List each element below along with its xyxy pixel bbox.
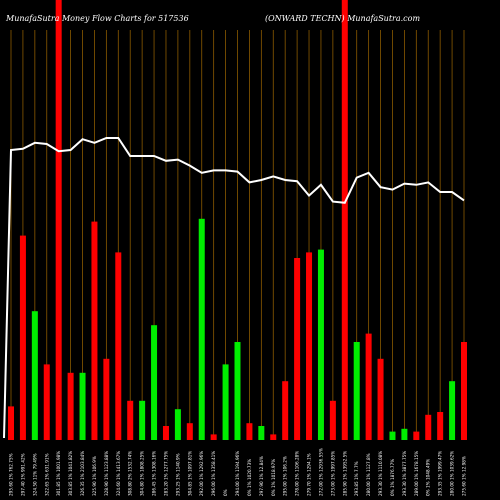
x-tick-labels: 295.60 1% 762.75% 297.40 1% 991.42% 324.50… [9, 448, 467, 496]
money-flow-bar [449, 381, 456, 440]
x-tick-label: 296.00 1% 1358.41% [211, 451, 216, 496]
money-flow-bar [139, 400, 146, 440]
x-tick-label: 328.90 1% 1123.88% [104, 451, 109, 496]
money-flow-bar [353, 342, 360, 440]
money-flow-bar [365, 333, 372, 440]
money-flow-bar [389, 431, 396, 440]
money-flow-bar [79, 372, 86, 440]
x-tick-label: 273.00 1% 1997.85% [330, 451, 335, 496]
x-tick-label: 280.00 1% 1127.8% [366, 453, 371, 496]
money-flow-bar [341, 0, 348, 440]
x-tick-label: 297.90 1% 12.84% [259, 456, 264, 496]
money-flow-bar [270, 434, 277, 440]
money-flow-bar [306, 252, 313, 440]
x-tick-label: 292.00 1% 1292.96% [199, 451, 204, 496]
money-flow-bar [377, 358, 384, 440]
x-tick-label: 295.00 1% 106.2% [283, 456, 288, 496]
x-tick-label: 294.00 1% 1194.96% [235, 451, 240, 496]
money-flow-bar [151, 325, 158, 440]
money-flow-bar [162, 426, 169, 440]
money-flow-bar [127, 400, 134, 440]
money-flow-bar [222, 364, 229, 440]
money-flow-bar [91, 221, 98, 440]
money-flow-bar [174, 409, 181, 440]
money-flow-bar [246, 423, 253, 440]
money-flow-bar [210, 434, 217, 440]
money-flow-bar [43, 364, 50, 440]
price-line [3, 137, 465, 439]
x-tick-label: 295.60 1% 762.75% [9, 453, 14, 496]
x-tick-label: 285.90 1% 13952.5% [342, 451, 347, 496]
x-tick-label: 289.00 1% 1678.15% [414, 451, 419, 496]
x-tick-label: 304.80 1% 1808.25% [140, 451, 145, 496]
x-tick-label: 0% 1% 1048.49% [426, 459, 431, 496]
money-flow-bar [234, 342, 241, 440]
money-flow-bar [55, 0, 62, 440]
x-tick-label: 293.30 1% 3877.75% [402, 451, 407, 496]
x-tick-label: 324.50 11% 79.49% [32, 453, 37, 496]
money-flow-bar [31, 311, 38, 440]
x-tick-label: 301.85 1% 1001.98% [56, 451, 61, 496]
x-tick-label: 308.80 2% 1532.74% [128, 451, 133, 496]
money-flow-bar [258, 426, 265, 440]
x-tick-label: 0% [223, 489, 228, 496]
x-tick-label: 283.20 1% 1277.75% [163, 451, 168, 496]
x-tick-label: 0% 1% 1876.77% [390, 459, 395, 496]
x-tick-label: 0% 1% 1018.97% [271, 459, 276, 496]
money-flow-bar [19, 235, 26, 440]
money-flow-bar [8, 406, 14, 440]
x-tick-label: 275.60 1% 12.98% [462, 456, 467, 496]
money-flow-bar [67, 372, 74, 440]
x-tick-label: 322.65 1% 631.91% [44, 453, 49, 496]
x-tick-label: 286.45 1% 1308.16% [152, 451, 157, 496]
x-tick-label: 280.00 1% 1039.62% [450, 451, 455, 496]
money-flow-bar [317, 249, 324, 440]
x-tick-label: 293.35 1% 1999.47% [438, 451, 443, 496]
money-flow-bar [329, 400, 336, 440]
x-tick-label: 293.30 1% 1110.08% [378, 451, 383, 496]
x-tick-label: 0% 1% 1020.73% [247, 459, 252, 496]
x-tick-label: 279.70 1% 1294.1% [307, 453, 312, 496]
chart-title-left: MunafaSutra Money Flow Charts for 517536 [5, 14, 189, 23]
x-tick-label: 326.35 1% 2103.84% [80, 451, 85, 496]
x-tick-label: 303.85 1% 1041.82% [68, 451, 73, 496]
money-flow-bar [198, 218, 205, 440]
money-flow-bar [413, 431, 420, 440]
money-flow-bar [115, 252, 122, 440]
x-tick-label: 325.90 1% 106.9% [92, 456, 97, 496]
money-flow-bar [401, 428, 408, 440]
x-tick-label: 297.40 1% 991.42% [20, 453, 25, 496]
x-tick-label: 324.60 1% 1413.67% [116, 451, 121, 496]
chart-title-right: (ONWARD TECHN) MunafaSutra.com [265, 14, 420, 23]
bar-series [8, 0, 467, 440]
money-flow-bar [437, 412, 444, 440]
money-flow-bar [425, 414, 432, 440]
money-flow-bar [282, 381, 289, 440]
x-tick-label: 304.85 1% 1097.81% [187, 451, 192, 496]
x-tick-label: 272.00 1% 12936.55% [318, 448, 323, 496]
price-line-series [3, 137, 465, 439]
money-flow-bar [186, 423, 193, 440]
x-tick-label: 293.85 1% 7.7% [354, 461, 359, 496]
x-tick-label: 278.00 1% 1106.28% [295, 451, 300, 496]
money-flow-bar [294, 258, 301, 440]
x-tick-label: 293.25 1% 1140.9% [175, 453, 180, 496]
money-flow-bar [103, 358, 110, 440]
money-flow-bar [461, 342, 467, 440]
